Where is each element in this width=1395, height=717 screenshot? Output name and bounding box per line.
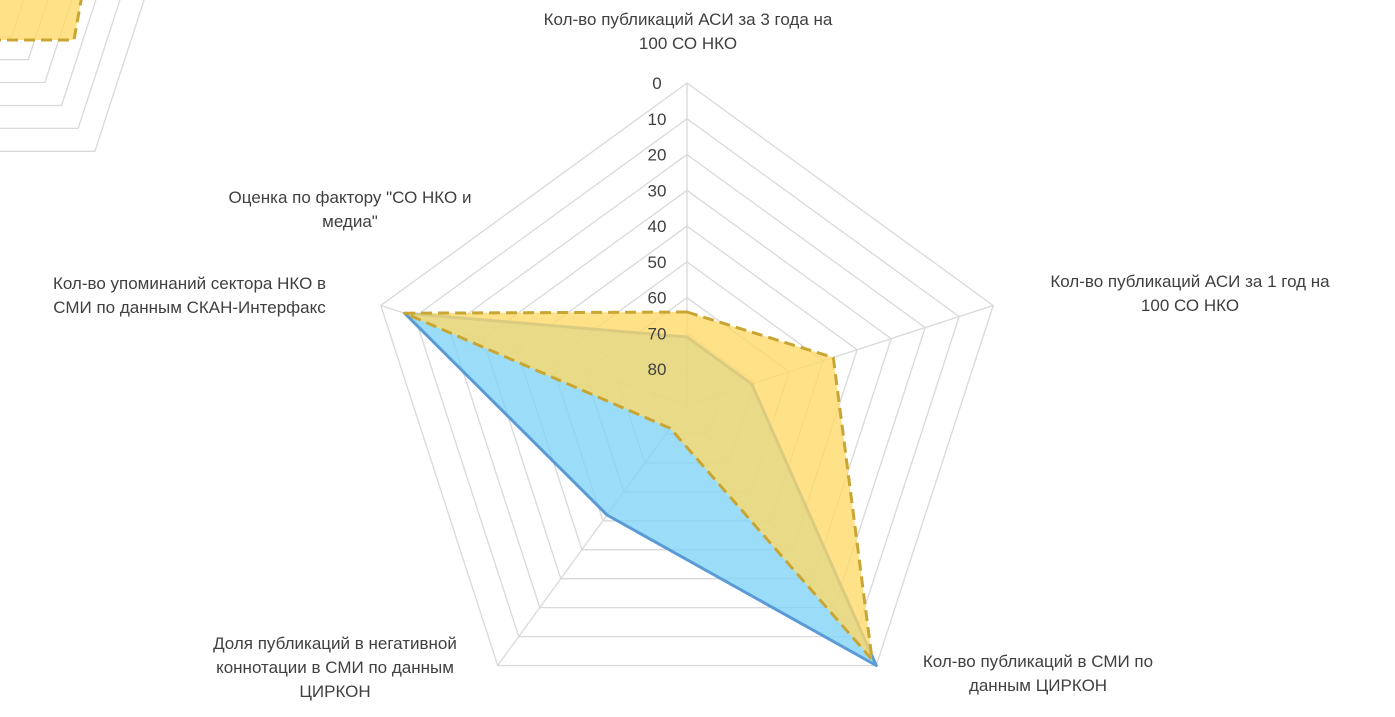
axis-label-scan-interfax: Кол-во упоминаний сектора НКО в СМИ по да…	[52, 274, 327, 317]
tick-label: 30	[648, 181, 667, 200]
axis-label-asi-3-years: Кол-во публикаций АСИ за 3 года на 100 СО…	[543, 10, 833, 53]
tick-label: 70	[648, 324, 667, 343]
series-outline	[0, 0, 83, 42]
tick-label: 40	[648, 217, 667, 236]
tick-label: 60	[648, 289, 667, 308]
tick-label: 80	[648, 360, 667, 379]
tick-label: 0	[652, 74, 661, 93]
series-area	[0, 0, 82, 40]
grid-ring	[448, 153, 926, 609]
radial-tick-labels: 0 10 20 30 40 50 60 70 80	[648, 74, 667, 379]
axis-label-cirkon-publications: Кол-во публикаций в СМИ по данным ЦИРКОН	[922, 652, 1154, 695]
tick-label: 10	[648, 110, 667, 129]
grid-ring	[380, 82, 994, 667]
tick-label: 20	[648, 146, 667, 165]
partial-radar-series	[0, 0, 83, 42]
radar-series	[403, 310, 878, 667]
tick-label: 50	[648, 253, 667, 272]
series-area	[403, 310, 874, 662]
axis-label-asi-1-year: Кол-во публикаций АСИ за 1 год на 100 СО …	[1050, 272, 1330, 315]
axis-label-media-factor: Оценка по фактору "СО НКО и медиа"	[228, 188, 472, 231]
grid-ring	[414, 117, 960, 638]
axis-label-negative-share: Доля публикаций в негативной коннотации в…	[213, 634, 457, 701]
